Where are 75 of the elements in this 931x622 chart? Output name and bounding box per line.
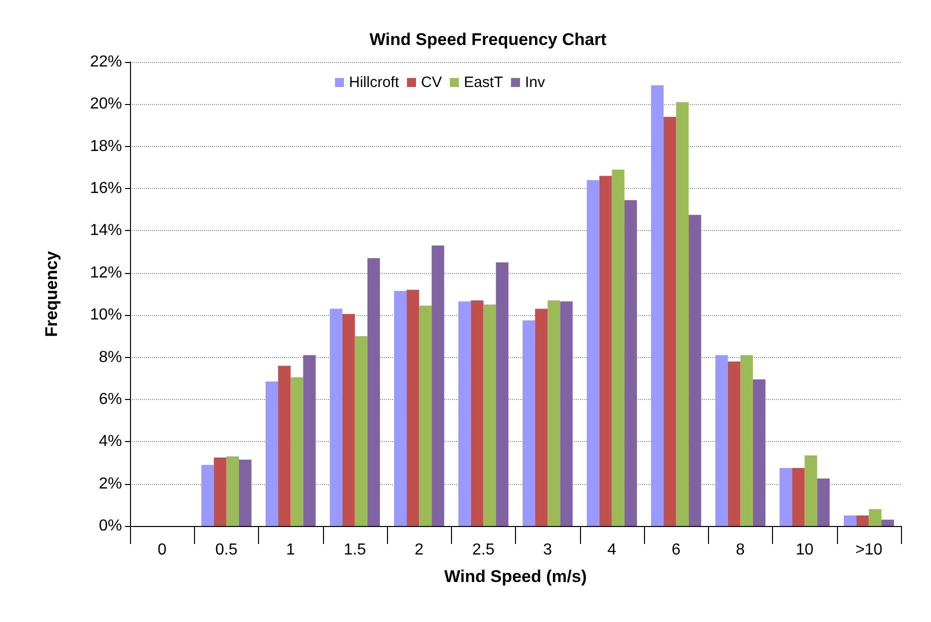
y-tick-label: 12% (90, 264, 122, 282)
x-tick-label: 2 (414, 542, 424, 558)
bar (278, 366, 291, 526)
y-tick-label: 4% (98, 433, 122, 450)
x-tick-label: 10 (796, 542, 814, 558)
bar (560, 301, 573, 526)
bar (715, 355, 728, 526)
x-tick-label: 4 (607, 542, 616, 558)
y-tick-label: 6% (98, 390, 122, 408)
y-tick-label: 2% (98, 475, 122, 492)
bar (483, 304, 496, 526)
y-tick-label: 22% (90, 54, 122, 70)
x-tick-label: 6 (672, 542, 681, 558)
y-axis-title: Frequency (42, 250, 61, 337)
bar (406, 290, 420, 526)
y-tick-label: 14% (90, 222, 122, 240)
bar (266, 382, 278, 526)
bar (651, 85, 664, 526)
y-tick-label: 20% (90, 96, 122, 113)
bar (367, 258, 380, 526)
legend-label: CV (421, 74, 442, 91)
bar (419, 306, 432, 526)
x-tick-label: 0.5 (215, 542, 238, 558)
x-axis-title: Wind Speed (m/s) (444, 567, 587, 586)
bar (548, 300, 560, 526)
bar (664, 116, 676, 526)
bar (844, 515, 856, 526)
bar (201, 464, 214, 526)
legend-label: Hillcroft (349, 74, 400, 91)
bar (856, 515, 869, 526)
x-tick-label: 0 (158, 542, 167, 558)
y-tick-label: 18% (90, 138, 122, 155)
x-tick-label: 1 (286, 542, 296, 558)
x-tick-label: 1.5 (344, 542, 366, 558)
y-tick-label: 0% (98, 518, 122, 534)
x-tick-label: >10 (855, 542, 883, 558)
bar (303, 355, 316, 526)
bar (728, 361, 740, 526)
bar (522, 320, 536, 526)
bar (470, 300, 484, 526)
bar (817, 478, 830, 526)
bar (792, 468, 805, 526)
bar (868, 509, 882, 526)
y-tick-label: 16% (90, 180, 122, 198)
x-tick-label: 8 (736, 542, 745, 558)
bar (354, 336, 368, 526)
bar (535, 308, 548, 526)
bar (612, 170, 624, 526)
bar (432, 245, 444, 526)
bar (688, 214, 702, 526)
bar (342, 314, 355, 526)
bar (496, 262, 508, 526)
bar (214, 457, 226, 526)
bar (780, 468, 792, 526)
bar (599, 176, 612, 526)
bar (290, 377, 304, 526)
bar (881, 520, 894, 526)
bar (752, 379, 766, 526)
bar (676, 102, 689, 526)
bar (804, 455, 818, 526)
bar (330, 308, 342, 526)
y-tick-label: 8% (98, 348, 122, 366)
chart-title: Wind Speed Frequency Chart (370, 30, 607, 49)
legend-label: EastT (464, 74, 504, 91)
bar (394, 290, 407, 526)
x-tick-label: 3 (543, 542, 552, 558)
x-tick-label: 2.5 (472, 542, 495, 558)
bar (624, 200, 637, 526)
bar (740, 355, 753, 526)
y-tick-label: 10% (90, 306, 122, 324)
bar (226, 456, 239, 526)
bar (458, 301, 471, 526)
legend-label: Inv (525, 74, 546, 91)
bar (238, 460, 252, 526)
bar (586, 180, 600, 526)
